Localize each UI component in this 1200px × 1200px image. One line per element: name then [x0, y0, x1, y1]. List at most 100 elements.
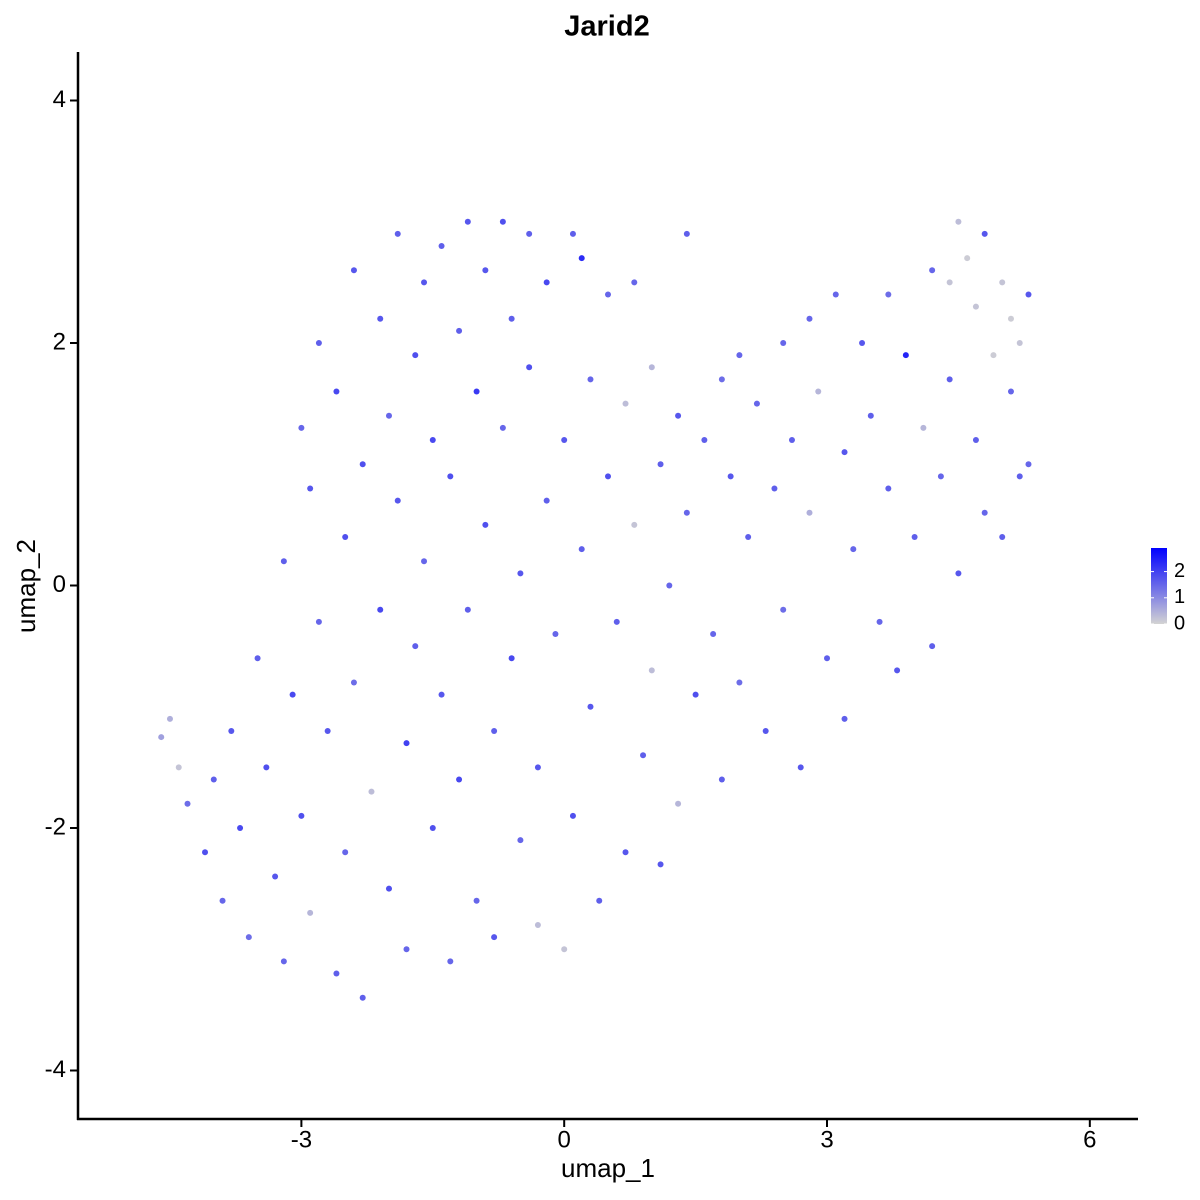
colorbar-label: 1 [1174, 586, 1185, 608]
point [631, 279, 638, 286]
point [666, 582, 673, 589]
point [438, 691, 445, 698]
point [184, 800, 191, 807]
point [780, 606, 787, 613]
point [377, 315, 384, 322]
y-tick-label: -2 [45, 813, 66, 840]
x-tick-label: 0 [558, 1126, 571, 1153]
point [263, 764, 270, 771]
point [473, 388, 480, 395]
point [902, 352, 909, 359]
point [736, 352, 743, 359]
point [1016, 473, 1023, 480]
point [859, 340, 866, 346]
point [228, 728, 235, 734]
point [1025, 461, 1032, 468]
point [534, 922, 541, 928]
point [850, 546, 857, 553]
point [806, 509, 813, 516]
point [307, 485, 314, 492]
point [377, 606, 384, 613]
point [955, 218, 962, 225]
point [534, 764, 541, 771]
point [710, 631, 717, 637]
point [289, 691, 296, 698]
point [280, 558, 287, 565]
point [622, 849, 629, 856]
point [841, 715, 848, 722]
point [324, 728, 331, 734]
point [298, 812, 305, 819]
point [587, 703, 594, 710]
point [202, 849, 209, 856]
point [421, 558, 428, 565]
point [350, 267, 357, 274]
point [622, 400, 629, 407]
point [815, 388, 822, 395]
point [499, 218, 506, 225]
point [429, 825, 436, 831]
point [999, 534, 1006, 540]
point [412, 643, 419, 650]
point [219, 897, 226, 904]
point [456, 327, 463, 334]
point [596, 897, 603, 904]
point [797, 764, 804, 771]
point [745, 534, 752, 540]
point [587, 376, 594, 383]
point [438, 243, 445, 249]
point [350, 679, 357, 686]
point [657, 861, 664, 868]
point [166, 715, 173, 722]
point [692, 691, 699, 698]
point [447, 473, 454, 480]
point [482, 267, 489, 274]
y-axis-label: umap_2 [11, 539, 41, 633]
point [832, 291, 839, 298]
point [368, 788, 375, 795]
point [359, 461, 366, 468]
point [955, 570, 962, 577]
point [876, 618, 883, 625]
point [298, 424, 305, 431]
point [385, 885, 392, 892]
point [718, 776, 725, 783]
point [920, 424, 927, 431]
point [780, 340, 787, 346]
colorbar [1151, 548, 1167, 624]
point [605, 473, 611, 480]
point [1007, 388, 1014, 395]
colorbar-label: 2 [1174, 560, 1185, 582]
point [762, 728, 769, 734]
point [867, 412, 874, 419]
point [675, 800, 682, 807]
point [736, 679, 743, 686]
point [1007, 315, 1014, 322]
point [272, 873, 279, 880]
point [491, 934, 498, 941]
point [342, 534, 349, 540]
point [675, 412, 682, 419]
point [333, 388, 340, 395]
point [806, 315, 813, 322]
point [753, 400, 760, 407]
point [1025, 291, 1032, 298]
point [429, 437, 436, 443]
point [727, 473, 734, 480]
point [543, 497, 550, 504]
point [280, 958, 287, 965]
point [403, 740, 410, 747]
point [841, 449, 848, 456]
point [561, 946, 568, 953]
y-tick-label: -4 [45, 1056, 66, 1083]
point [412, 352, 419, 359]
point [543, 279, 550, 286]
point [946, 279, 953, 286]
point [981, 230, 988, 237]
point [307, 909, 314, 916]
x-tick-label: 3 [820, 1126, 833, 1153]
point [999, 279, 1006, 286]
point [972, 303, 979, 310]
point [254, 655, 261, 662]
